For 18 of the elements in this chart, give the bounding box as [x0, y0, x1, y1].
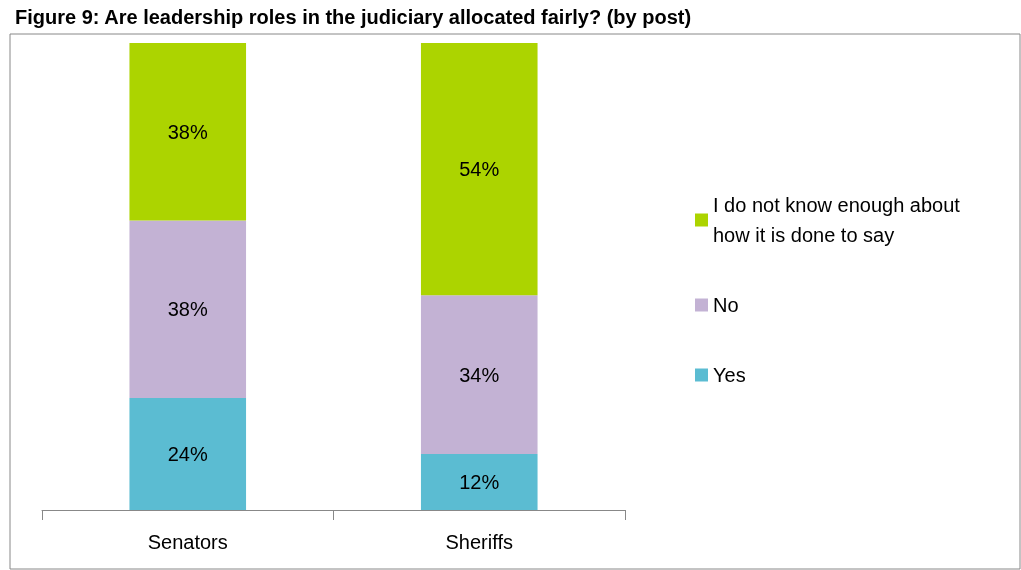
data-label: 38% — [167, 298, 208, 321]
chart-title: Figure 9: Are leadership roles in the judiciary allocated fairly? (by post) — [15, 6, 692, 28]
bar — [129, 220, 247, 398]
bar — [420, 453, 538, 510]
bar — [420, 295, 538, 454]
data-label: 38% — [167, 120, 208, 143]
data-label: 34% — [459, 363, 500, 386]
bar — [129, 43, 247, 221]
legend-label: No — [713, 294, 739, 316]
data-label: 12% — [459, 470, 500, 493]
bar — [420, 43, 538, 296]
legend-label: Yes — [713, 364, 746, 386]
data-label: 24% — [167, 442, 208, 465]
bar — [129, 397, 247, 510]
x-tick-label: Senators — [147, 531, 228, 553]
data-label: 54% — [459, 158, 500, 181]
legend-label: I do not know enough about how it is done to say — [713, 194, 966, 246]
x-tick-label: Sheriffs — [445, 531, 513, 553]
